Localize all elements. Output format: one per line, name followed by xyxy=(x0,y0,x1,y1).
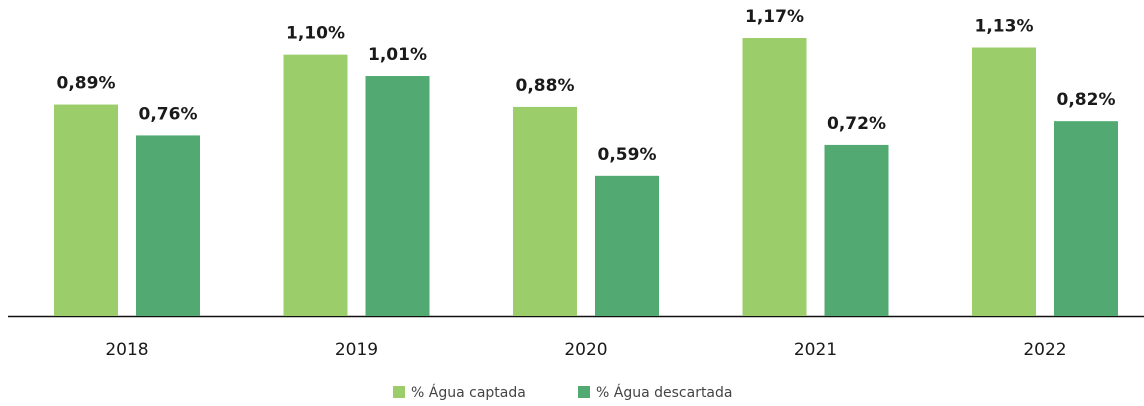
value-label: 1,10% xyxy=(286,24,345,44)
bar xyxy=(595,175,659,316)
value-label: 0,59% xyxy=(598,145,657,165)
value-label: 0,82% xyxy=(1057,90,1116,110)
x-tick-label: 2018 xyxy=(105,340,148,360)
bar xyxy=(972,47,1036,317)
legend-label: % Água captada xyxy=(411,384,526,401)
x-tick-label: 2020 xyxy=(564,340,607,360)
bar xyxy=(54,104,118,316)
value-label: 1,13% xyxy=(975,17,1034,37)
value-label: 1,01% xyxy=(368,45,427,65)
value-label: 0,89% xyxy=(57,74,116,94)
x-tick-label: 2022 xyxy=(1023,340,1066,360)
bar xyxy=(1054,121,1118,316)
bar xyxy=(136,135,200,316)
legend-swatch xyxy=(578,386,590,398)
bar xyxy=(824,144,889,316)
x-tick-label: 2019 xyxy=(335,340,378,360)
bar xyxy=(283,54,348,316)
x-tick-label: 2021 xyxy=(794,340,837,360)
bar xyxy=(365,76,430,316)
bar xyxy=(742,38,807,317)
value-label: 0,76% xyxy=(139,104,198,124)
legend-label: % Água descartada xyxy=(596,384,732,401)
value-label: 1,17% xyxy=(745,7,804,27)
legend-swatch xyxy=(393,386,405,398)
bar xyxy=(513,106,577,316)
value-label: 0,88% xyxy=(516,76,575,96)
value-label: 0,72% xyxy=(827,114,886,134)
